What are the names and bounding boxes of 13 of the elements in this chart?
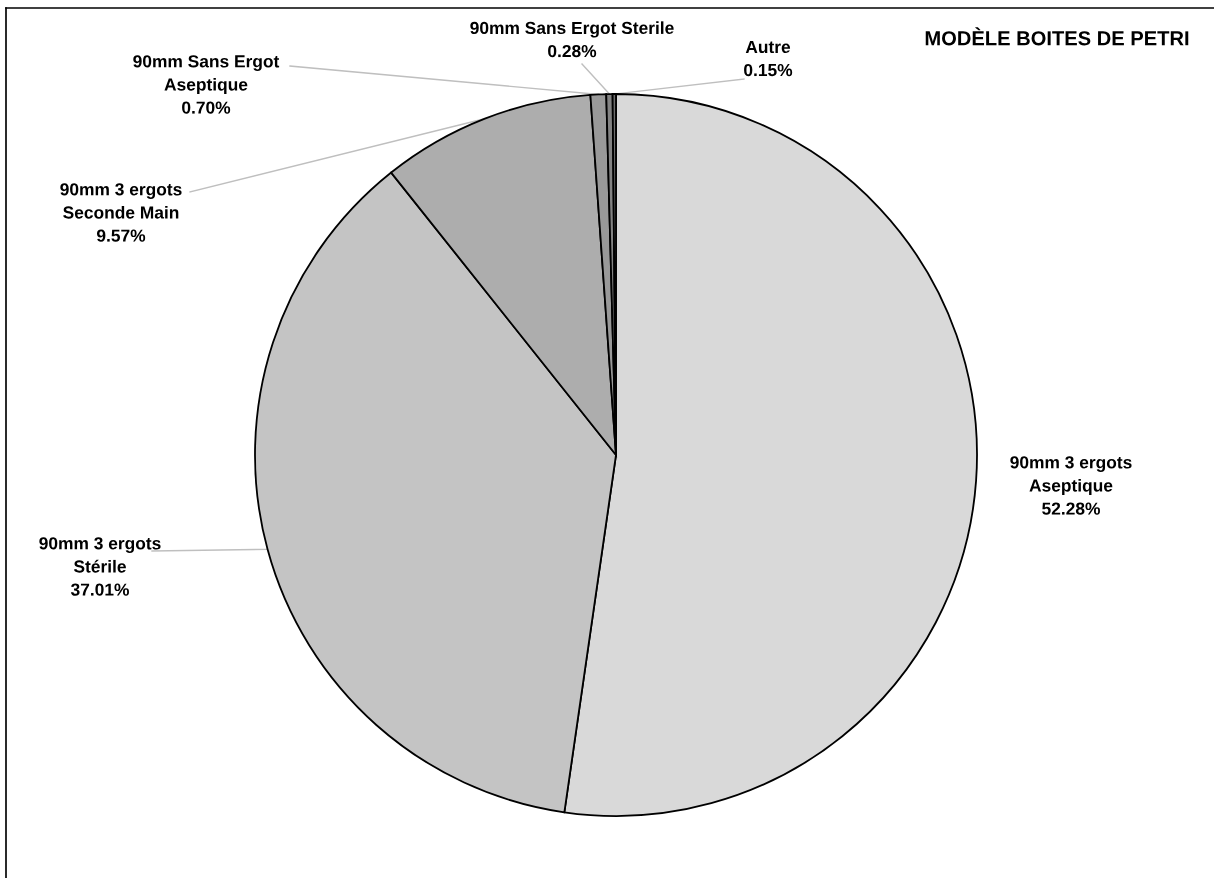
- slice-label: Autre: [745, 40, 791, 54]
- slice-label: 90mm 3 ergots Aseptique: [1010, 456, 1132, 496]
- slice-label: 90mm Sans Ergot Aseptique: [133, 55, 280, 95]
- slice-label: 90mm 3 ergots Stérile: [39, 537, 161, 573]
- data-label: 37.01%: [70, 583, 129, 596]
- slice-label: 90mm 3 ergots Seconde Main: [60, 183, 182, 219]
- slice-label: 90mm Sans Ergot Sterile: [470, 21, 674, 38]
- chart-title: MODÈLE BOITES DE PETRI: [925, 27, 1189, 46]
- data-label: 52.28%: [1042, 502, 1100, 515]
- data-label: 9.57%: [96, 229, 146, 242]
- data-label: 0.28%: [548, 44, 597, 58]
- data-label: 0.15%: [744, 63, 793, 77]
- data-label: 0.70%: [182, 101, 231, 114]
